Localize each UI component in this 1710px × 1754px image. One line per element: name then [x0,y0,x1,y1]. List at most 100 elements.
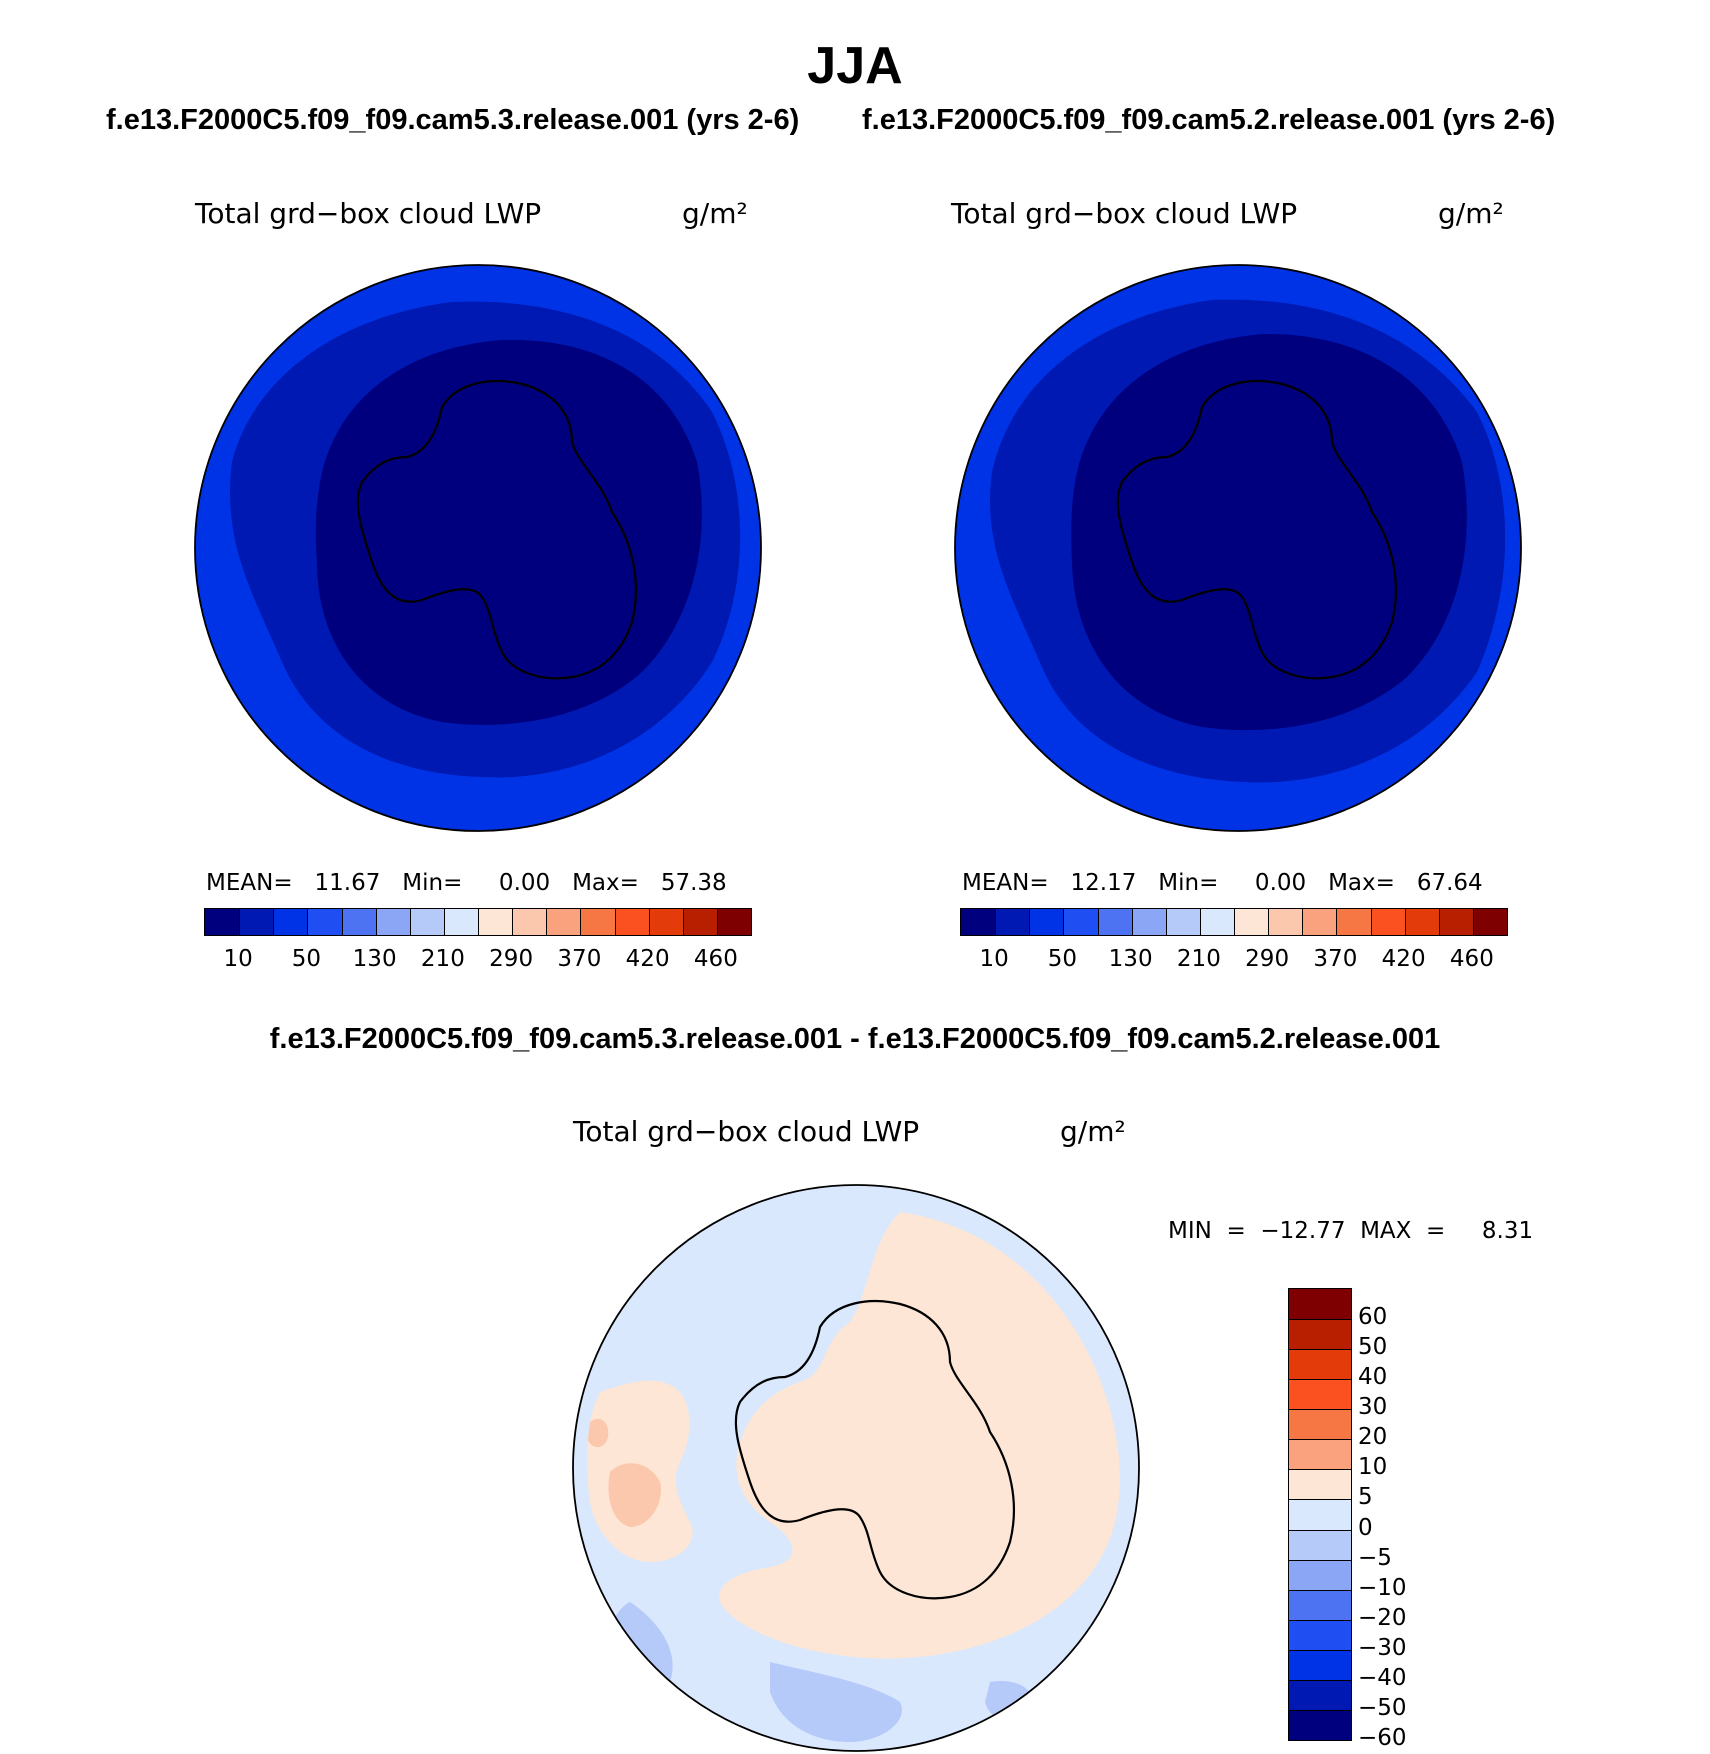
left-colorbar-cell [716,909,751,935]
diff-varname: Total grd−box cloud LWP [573,1115,920,1148]
left-colorbar-cell [273,909,308,935]
right-colorbar-cell [1302,909,1337,935]
left-colorbar-tick-label: 130 [352,946,397,972]
right-stats: MEAN= 12.17 Min= 0.00 Max= 67.64 [962,870,1483,896]
right-colorbar-cell [1097,909,1132,935]
left-colorbar-tick-label: 370 [557,946,602,972]
left-field-inner [315,339,702,725]
diff-stats: MIN = −12.77 MAX = 8.31 [1168,1218,1534,1244]
right-colorbar-cell [1199,909,1234,935]
diff-colorbar-cell [1289,1499,1351,1530]
left-colorbar-cell [341,909,376,935]
right-colorbar-tick-label: 370 [1313,946,1358,972]
left-colorbar-cell [375,909,410,935]
diff-colorbar-tick-label: −10 [1358,1574,1407,1601]
diff-units: g/m² [1060,1115,1126,1148]
diff-field-positive [719,1212,1120,1659]
left-colorbar-cell [307,909,342,935]
left-colorbar-cell [682,909,717,935]
diff-colorbar-tick-label: −50 [1358,1694,1407,1721]
diff-colorbar-cell [1289,1439,1351,1470]
left-colorbar-tick-label: 420 [625,946,670,972]
diff-colorbar-tick-label: −20 [1358,1604,1407,1631]
right-colorbar-tick-label: 460 [1449,946,1494,972]
diff-field-positive-strong [608,1463,661,1527]
right-colorbar-cell [1336,909,1371,935]
left-colorbar-tick-label: 210 [420,946,465,972]
diff-colorbar-cell [1289,1469,1351,1500]
left-colorbar-tick-label: 10 [223,946,253,972]
diff-colorbar [1288,1288,1352,1741]
diff-colorbar-tick-label: 50 [1358,1334,1388,1361]
right-colorbar-tick-label: 50 [1047,946,1078,972]
right-colorbar-tick-label: 130 [1108,946,1153,972]
right-antarctica-coastline [1116,380,1398,680]
diff-colorbar-tick-label: 30 [1358,1394,1388,1421]
diff-colorbar-tick-label: 10 [1358,1454,1388,1481]
diff-colorbar-tick-label: −30 [1358,1634,1407,1661]
diff-colorbar-cell [1289,1559,1351,1590]
diff-antarctica-coastline [734,1300,1016,1600]
left-units: g/m² [682,197,748,230]
diff-colorbar-cell [1289,1289,1351,1320]
diff-colorbar-tick-label: 5 [1358,1484,1373,1511]
case1-title: f.e13.F2000C5.f09_f09.cam5.3.release.001… [106,104,800,136]
diff-colorbar-cell [1289,1619,1351,1650]
left-colorbar-cell [546,909,581,935]
diff-colorbar-tick-label: 60 [1358,1304,1388,1331]
right-colorbar-tick-label: 290 [1245,946,1290,972]
diff-colorbar-cell [1289,1379,1351,1410]
diff-colorbar-tick-label: −5 [1358,1544,1392,1571]
main-title: JJA [807,37,903,95]
diff-colorbar-tick-label: −40 [1358,1664,1407,1691]
left-colorbar-cell [478,909,513,935]
left-colorbar-cell [512,909,547,935]
diff-colorbar-tick-label: −60 [1358,1725,1407,1751]
left-colorbar [204,908,752,936]
diff-colorbar-cell [1289,1589,1351,1620]
right-colorbar-cell [1165,909,1200,935]
right-colorbar-cell [1472,909,1507,935]
left-polar-map [194,264,762,832]
left-colorbar-cell [614,909,649,935]
right-colorbar-tick-label: 10 [979,946,1009,972]
diff-colorbar-cell [1289,1409,1351,1440]
diff-colorbar-cell [1289,1679,1351,1710]
diff-colorbar-tick-label: 20 [1358,1424,1388,1451]
left-colorbar-tick-label: 290 [489,946,534,972]
left-colorbar-tick-label: 460 [693,946,738,972]
right-colorbar-cell [1404,909,1439,935]
right-colorbar-cell [1063,909,1098,935]
left-antarctica-coastline [356,380,638,680]
right-colorbar-cell [1370,909,1405,935]
left-colorbar-cell [443,909,478,935]
right-varname: Total grd−box cloud LWP [951,197,1298,230]
left-varname: Total grd−box cloud LWP [195,197,542,230]
diff-colorbar-tick-label: 40 [1358,1364,1388,1391]
diff-colorbar-cell [1289,1349,1351,1380]
left-colorbar-tick-label: 50 [291,946,322,972]
right-colorbar-tick-label: 210 [1176,946,1221,972]
right-colorbar-tick-label: 420 [1381,946,1426,972]
right-colorbar-cell [961,909,996,935]
diff-colorbar-cell [1289,1649,1351,1680]
right-colorbar-cell [1234,909,1269,935]
left-colorbar-cell [648,909,683,935]
left-colorbar-cell [239,909,274,935]
left-colorbar-cell [205,909,240,935]
diff-colorbar-cell [1289,1319,1351,1350]
left-colorbar-cell [409,909,444,935]
right-colorbar-cell [1268,909,1303,935]
left-colorbar-cell [580,909,615,935]
diff-polar-map [572,1184,1140,1752]
case2-title: f.e13.F2000C5.f09_f09.cam5.2.release.001… [862,104,1556,136]
right-colorbar-cell [995,909,1030,935]
right-colorbar [960,908,1508,936]
right-colorbar-cell [1029,909,1064,935]
right-colorbar-cell [1438,909,1473,935]
diff-colorbar-cell [1289,1709,1351,1740]
diff-title: f.e13.F2000C5.f09_f09.cam5.3.release.001… [269,1023,1441,1055]
diff-colorbar-cell [1289,1529,1351,1560]
right-field-inner [1071,333,1467,731]
diff-colorbar-tick-label: 0 [1358,1514,1373,1541]
